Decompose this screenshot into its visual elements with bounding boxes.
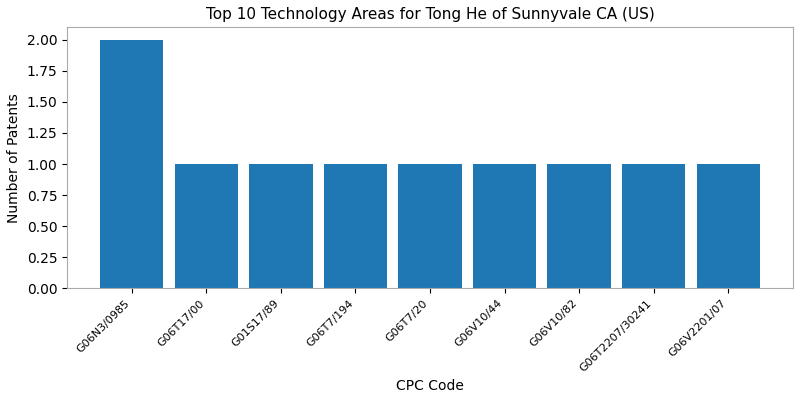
Bar [174,164,238,288]
Title: Top 10 Technology Areas for Tong He of Sunnyvale CA (US): Top 10 Technology Areas for Tong He of S… [206,7,654,22]
X-axis label: CPC Code: CPC Code [396,379,464,393]
Bar [547,164,611,288]
Bar [249,164,313,288]
Bar [100,40,163,288]
Bar [622,164,686,288]
Bar [398,164,462,288]
Bar [697,164,760,288]
Bar [324,164,387,288]
Bar [473,164,536,288]
Y-axis label: Number of Patents: Number of Patents [7,93,21,223]
